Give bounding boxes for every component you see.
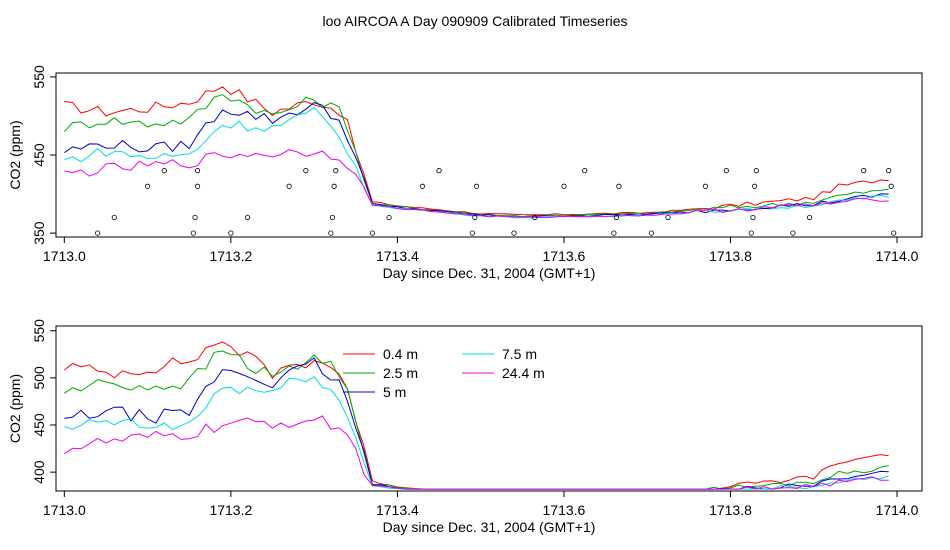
top-xtick-label: 1714.0 [876, 248, 919, 264]
flag-point [244, 214, 251, 221]
flag-point [748, 230, 754, 236]
top-series-line-0 [64, 86, 889, 216]
legend-label: 5 m [383, 384, 406, 400]
flag-point [369, 230, 376, 236]
flag-point [144, 183, 151, 189]
flag-point [532, 214, 538, 221]
flag-point [190, 230, 196, 236]
top-panel: 1713.0 1713.2 1713.4 1713.6 1713.8 1714.0 350 4… [7, 65, 923, 281]
figure-title: loo AIRCOA A Day 090909 Calibrated Times… [322, 13, 627, 29]
bottom-xtick-label: 1713.6 [543, 502, 586, 518]
flag-point [161, 168, 167, 174]
flag-point [511, 230, 517, 236]
flag-point [611, 230, 617, 236]
flag-point [419, 183, 425, 189]
flag-point [891, 230, 897, 236]
flag-point [286, 183, 292, 189]
flag-point [333, 168, 339, 174]
flag-point [329, 214, 336, 221]
flag-point [192, 214, 198, 221]
bottom-series-line-0 [63, 341, 889, 490]
flag-point [473, 183, 480, 189]
bottom-ytick-label: 450 [31, 413, 47, 437]
flag-point [753, 168, 759, 174]
flag-point [613, 214, 620, 221]
bottom-ytick-label: 400 [31, 460, 47, 484]
top-ytick-label: 450 [31, 143, 47, 167]
legend-label: 2.5 m [383, 365, 418, 381]
bottom-ytick-label: 550 [31, 319, 47, 343]
top-xtick-label: 1713.6 [543, 248, 586, 264]
bottom-series-line-2 [64, 357, 889, 490]
bottom-ytick-label: 500 [31, 366, 47, 390]
flag-point [194, 168, 201, 174]
top-xtick-label: 1713.4 [376, 248, 419, 264]
flag-point [386, 214, 392, 221]
bottom-series-line-3 [64, 376, 889, 490]
flag-point [702, 183, 709, 189]
bottom-panel: 1713.0 1713.2 1713.4 1713.6 1713.8 1714.0 400 4… [7, 319, 923, 535]
top-ytick-label: 550 [31, 65, 47, 89]
flag-point [723, 168, 729, 174]
bottom-xtick-label: 1713.4 [376, 502, 419, 518]
legend-label: 24.4 m [502, 365, 545, 381]
flag-point [806, 214, 813, 221]
flag-point [750, 214, 756, 221]
flag-point [469, 230, 475, 236]
bottom-plot-frame [55, 325, 923, 492]
flag-point [111, 214, 117, 221]
flag-point [328, 230, 334, 236]
legend-label: 0.4 m [383, 346, 418, 362]
bottom-series-line-1 [64, 350, 889, 490]
top-y-axis-label: CO2 (ppm) [7, 120, 23, 189]
top-xtick-label: 1713.8 [709, 248, 752, 264]
flag-point [561, 183, 567, 189]
bottom-xtick-label: 1713.0 [43, 502, 86, 518]
flag-point [194, 183, 201, 189]
top-series-line-1 [63, 93, 889, 218]
bottom-y-axis-label: CO2 (ppm) [7, 374, 23, 443]
bottom-xtick-label: 1713.2 [209, 502, 252, 518]
top-series-line-2 [64, 102, 889, 218]
flag-point [582, 168, 588, 174]
flag-point [861, 168, 867, 174]
flag-point [886, 168, 892, 174]
flag-point [616, 183, 622, 189]
flag-point [228, 230, 234, 236]
bottom-series-line-4 [64, 415, 889, 490]
top-series-line-4 [64, 149, 889, 219]
flag-point [790, 230, 796, 236]
flag-point [665, 214, 671, 221]
flag-point [888, 183, 894, 189]
top-plot-frame [55, 72, 923, 238]
flag-point [95, 230, 101, 236]
flag-point [752, 183, 758, 189]
bottom-xtick-label: 1714.0 [876, 502, 919, 518]
top-xtick-label: 1713.0 [43, 248, 86, 264]
flag-point [472, 214, 478, 221]
flag-point [331, 183, 337, 189]
bottom-xtick-label: 1713.8 [709, 502, 752, 518]
top-xtick-label: 1713.2 [209, 248, 252, 264]
legend-label: 7.5 m [502, 346, 537, 362]
flag-point [303, 168, 309, 174]
top-x-axis-label: Day since Dec. 31, 2004 (GMT+1) [383, 265, 596, 281]
bottom-x-axis-label: Day since Dec. 31, 2004 (GMT+1) [383, 519, 596, 535]
flag-point [436, 168, 442, 174]
flag-point [648, 230, 654, 236]
top-ytick-label: 350 [31, 221, 47, 245]
